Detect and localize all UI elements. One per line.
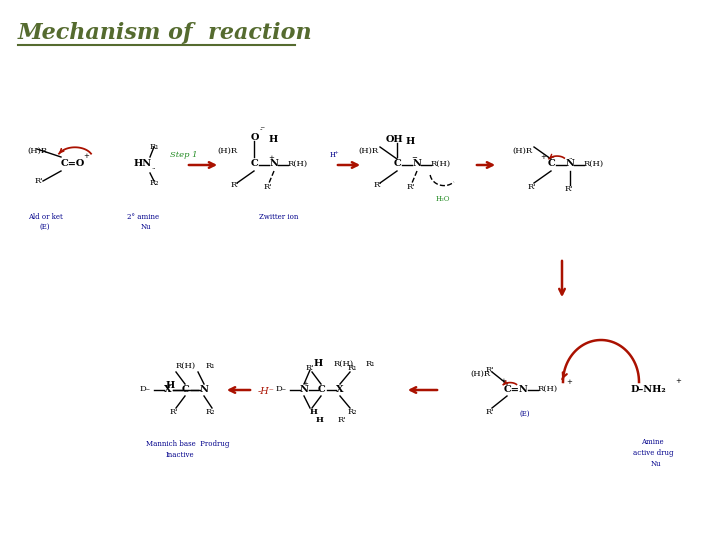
Text: ··: ··: [151, 166, 156, 172]
Text: R': R': [338, 416, 346, 424]
Text: C=N: C=N: [504, 384, 528, 394]
Text: R(H): R(H): [288, 160, 308, 168]
Text: (E): (E): [40, 223, 50, 231]
Text: C=O: C=O: [61, 159, 85, 168]
Text: C: C: [182, 384, 190, 394]
Text: H: H: [406, 137, 415, 145]
Text: OH: OH: [386, 134, 404, 144]
Text: -H⁻: -H⁻: [258, 388, 274, 396]
Text: C: C: [394, 159, 402, 168]
Text: N: N: [270, 159, 279, 168]
Text: +: +: [302, 381, 308, 387]
Text: R': R': [264, 183, 273, 191]
Text: +: +: [268, 155, 274, 161]
Text: H: H: [314, 360, 323, 368]
Text: C: C: [548, 159, 556, 168]
Text: R(H): R(H): [538, 385, 558, 393]
Text: H: H: [316, 416, 324, 424]
Text: R': R': [374, 181, 382, 189]
Text: R': R': [565, 185, 574, 193]
Text: Nu: Nu: [140, 223, 151, 231]
Text: +: +: [500, 378, 506, 384]
Text: R': R': [35, 177, 44, 185]
Text: Nu: Nu: [651, 460, 662, 468]
Text: N: N: [300, 384, 309, 394]
Text: H: H: [269, 134, 278, 144]
Text: X: X: [336, 384, 343, 394]
Text: D–: D–: [276, 385, 287, 393]
Text: R': R': [407, 183, 415, 191]
Text: ··: ··: [568, 156, 572, 162]
Text: R': R': [170, 408, 179, 416]
Text: R₂: R₂: [206, 408, 215, 416]
Text: -: -: [260, 126, 263, 132]
Text: N: N: [200, 384, 209, 394]
Text: D–: D–: [140, 385, 151, 393]
Text: 2° amine: 2° amine: [127, 213, 159, 221]
Text: R₁: R₁: [348, 364, 358, 372]
Text: C: C: [251, 159, 258, 168]
Text: R': R': [528, 183, 536, 191]
Text: Zwitter ion: Zwitter ion: [259, 213, 298, 221]
Text: D–NH₂: D–NH₂: [631, 384, 667, 394]
Text: R': R': [486, 408, 495, 416]
Text: Ald or ket: Ald or ket: [27, 213, 63, 221]
Text: R(H): R(H): [176, 362, 196, 370]
Text: ‾: ‾: [260, 128, 264, 134]
Text: H: H: [166, 381, 175, 390]
Text: (H)R: (H)R: [358, 147, 378, 155]
Text: H₂O: H₂O: [436, 195, 451, 203]
Text: R₁: R₁: [206, 362, 215, 370]
Text: (H)R: (H)R: [217, 147, 237, 155]
Text: H⁺: H⁺: [330, 151, 340, 159]
Text: R₁: R₁: [150, 143, 160, 151]
Text: −: −: [411, 155, 417, 161]
Text: X: X: [164, 384, 171, 394]
Text: R(H): R(H): [584, 160, 604, 168]
Text: (H)R: (H)R: [512, 147, 532, 155]
Text: R₂: R₂: [348, 408, 358, 416]
Text: Mechanism of  reaction: Mechanism of reaction: [18, 22, 312, 44]
Text: N: N: [413, 159, 422, 168]
Text: +: +: [675, 378, 681, 384]
Text: R₁: R₁: [366, 360, 376, 368]
Text: H: H: [310, 408, 318, 416]
Text: R₂: R₂: [150, 179, 160, 187]
Text: (H)R: (H)R: [470, 370, 490, 378]
Text: R(H): R(H): [431, 160, 451, 168]
Text: O: O: [251, 132, 259, 141]
Text: (E): (E): [520, 410, 531, 418]
Text: +: +: [566, 379, 572, 385]
Text: Amine: Amine: [641, 438, 664, 446]
Text: (H)R: (H)R: [27, 147, 47, 155]
Text: C: C: [318, 384, 325, 394]
Text: +: +: [83, 153, 89, 159]
Text: HN: HN: [134, 159, 152, 168]
Text: active drug: active drug: [633, 449, 673, 457]
Text: Step 1: Step 1: [170, 151, 197, 159]
Text: N: N: [566, 159, 575, 168]
Text: R': R': [306, 364, 315, 372]
Text: Inactive: Inactive: [166, 451, 194, 459]
Text: R(H): R(H): [334, 360, 354, 368]
Text: R': R': [231, 181, 240, 189]
Text: +: +: [540, 154, 546, 160]
Text: Mannich base  Prodrug: Mannich base Prodrug: [146, 440, 230, 448]
Text: R': R': [486, 366, 495, 374]
